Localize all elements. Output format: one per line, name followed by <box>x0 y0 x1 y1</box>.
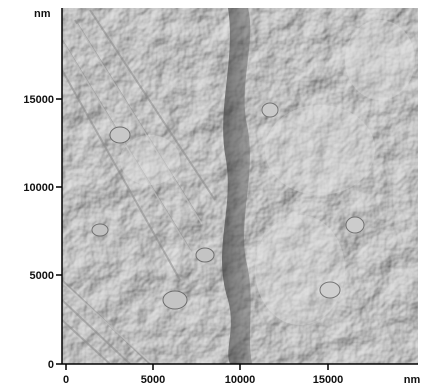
x-tick-label-0: 0 <box>63 374 69 386</box>
x-tick-label-15000: 15000 <box>313 374 344 386</box>
y-tick-label-15000: 15000 <box>23 94 54 106</box>
x-unit-label: nm <box>404 374 421 386</box>
y-tick-label-10000: 10000 <box>23 182 54 194</box>
x-tick-label-10000: 10000 <box>225 374 256 386</box>
y-tick-label-5000: 5000 <box>30 270 54 282</box>
bright-regions <box>120 20 415 325</box>
grain-blobs <box>91 102 365 310</box>
axes <box>56 8 418 370</box>
surface-crack <box>222 8 252 364</box>
afm-surface-image <box>62 8 418 364</box>
y-unit-label: nm <box>34 8 51 20</box>
y-tick-label-0: 0 <box>48 359 54 371</box>
x-tick-label-5000: 5000 <box>141 374 165 386</box>
